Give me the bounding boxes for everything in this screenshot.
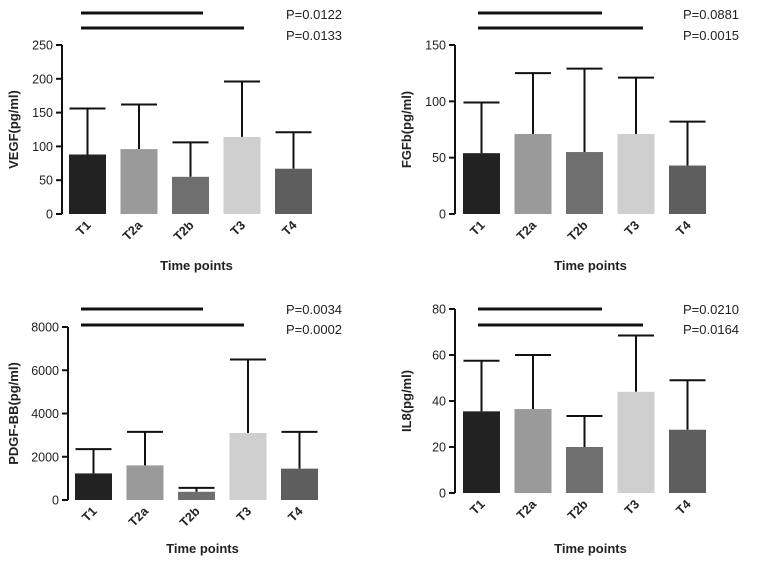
bar-t3 <box>617 391 655 493</box>
bar-t2a <box>126 465 164 500</box>
y-tick-label: 0 <box>439 208 446 222</box>
y-tick-label: 80 <box>432 303 446 317</box>
bar-t4 <box>669 429 706 493</box>
x-tick-label: T4 <box>279 218 299 238</box>
bar-t3 <box>223 136 261 214</box>
x-tick-label: T2a <box>514 217 540 243</box>
y-tick-label: 6000 <box>31 364 59 378</box>
bar-t2b <box>566 447 603 493</box>
bar-t2a <box>514 134 552 214</box>
y-axis-label: IL8(pg/ml) <box>399 370 414 432</box>
x-tick-label: T2b <box>565 218 591 244</box>
p-value-label: P=0.0881 <box>683 7 739 22</box>
bar-t3 <box>229 432 267 500</box>
x-tick-label: T4 <box>285 504 305 524</box>
bar-t1 <box>69 154 106 214</box>
x-axis-label: Time points <box>554 541 627 556</box>
y-tick-label: 4000 <box>31 407 59 421</box>
p-value-label: P=0.0164 <box>683 322 739 337</box>
y-axis-label: PDGF-BB(pg/ml) <box>6 362 21 465</box>
x-tick-label: T4 <box>673 497 693 517</box>
bar-t2b <box>566 152 603 214</box>
bar-t4 <box>281 468 318 500</box>
x-axis-label: Time points <box>554 258 627 273</box>
y-tick-label: 50 <box>39 174 53 188</box>
y-tick-label: 40 <box>432 395 446 409</box>
x-tick-label: T1 <box>467 218 487 238</box>
x-axis-label: Time points <box>166 541 239 556</box>
x-tick-label: T3 <box>234 504 254 524</box>
bar-t1 <box>463 411 500 493</box>
x-tick-label: T1 <box>467 497 487 517</box>
p-value-label: P=0.0034 <box>286 302 342 317</box>
x-tick-label: T2b <box>171 218 197 244</box>
p-value-label: P=0.0210 <box>683 302 739 317</box>
chart-panel-2: P=0.0881 P=0.0015 0 50 100 150 T1 T2a T2b T3 T4 FGF… <box>399 7 739 273</box>
bar-t3 <box>617 134 655 214</box>
y-tick-label: 0 <box>46 208 53 222</box>
x-tick-label: T3 <box>622 218 642 238</box>
bar-t1 <box>463 153 500 214</box>
y-tick-label: 50 <box>432 151 446 165</box>
y-tick-label: 0 <box>439 487 446 501</box>
y-tick-label: 20 <box>432 441 446 455</box>
y-tick-label: 150 <box>32 106 53 120</box>
p-value-label: P=0.0133 <box>286 28 342 43</box>
x-tick-label: T2b <box>177 504 203 530</box>
bar-t4 <box>669 165 706 214</box>
y-tick-label: 0 <box>52 494 59 508</box>
y-tick-label: 200 <box>32 72 53 86</box>
x-tick-label: T2a <box>120 217 146 243</box>
y-tick-label: 250 <box>32 39 53 53</box>
y-tick-label: 60 <box>432 349 446 363</box>
x-tick-label: T1 <box>79 504 99 524</box>
p-value-label: P=0.0015 <box>683 28 739 43</box>
x-tick-label: T3 <box>228 218 248 238</box>
chart-panel-3: P=0.0034 P=0.0002 0 2000 4000 6000 8000 T1 T2a T2… <box>6 302 342 556</box>
x-tick-label: T2a <box>514 496 540 522</box>
bar-t2b <box>178 491 215 500</box>
y-tick-label: 8000 <box>31 321 59 335</box>
chart-panel-1: P=0.0122 P=0.0133 0 50 100 150 200 250 T1 T2a T2b T… <box>6 7 342 273</box>
bar-t2a <box>120 149 158 214</box>
p-value-label: P=0.0122 <box>286 7 342 22</box>
x-tick-label: T3 <box>622 497 642 517</box>
y-tick-label: 100 <box>32 140 53 154</box>
bar-t4 <box>275 168 312 214</box>
y-tick-label: 150 <box>425 39 446 53</box>
y-tick-label: 100 <box>425 95 446 109</box>
x-axis-label: Time points <box>160 258 233 273</box>
bar-t2a <box>514 409 552 493</box>
y-axis-label: FGFb(pg/ml) <box>399 91 414 168</box>
p-value-label: P=0.0002 <box>286 322 342 337</box>
x-tick-label: T1 <box>73 218 93 238</box>
x-tick-label: T2b <box>565 497 591 523</box>
bar-t2b <box>172 176 209 214</box>
bar-t1 <box>75 473 112 500</box>
y-tick-label: 2000 <box>31 450 59 464</box>
y-axis-label: VEGF(pg/ml) <box>6 90 21 169</box>
x-tick-label: T4 <box>673 218 693 238</box>
x-tick-label: T2a <box>126 503 152 529</box>
chart-panel-4: P=0.0210 P=0.0164 0 20 40 60 80 T1 T2a T2b T3 T4 IL8… <box>399 302 739 556</box>
